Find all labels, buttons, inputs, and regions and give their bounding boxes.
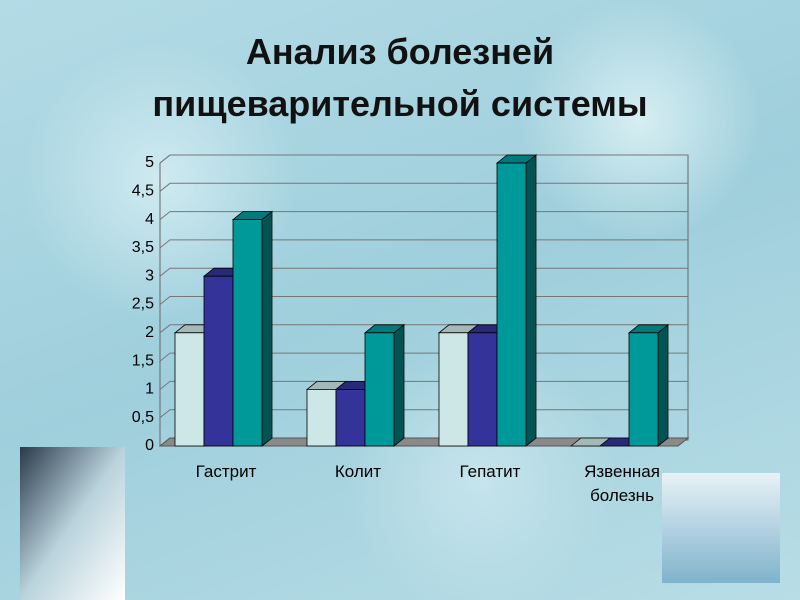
bar [627, 323, 670, 447]
x-tick-label: Колит [334, 462, 382, 481]
bar-face [628, 332, 659, 447]
x-tick-label: Гастрит [195, 462, 257, 481]
y-tick-label: 2 [145, 324, 154, 341]
y-tick-label: 4 [145, 211, 154, 228]
x-tick-label: Язвенная болезнь [584, 462, 660, 505]
bar-face [467, 332, 498, 447]
y-tick-label: 0,5 [132, 409, 154, 426]
y-tick-label: 2,5 [132, 296, 154, 313]
x-tick-label: Гепатит [459, 462, 521, 481]
bar-face [203, 275, 234, 447]
bar-face [657, 323, 669, 447]
y-tick-label: 1 [145, 381, 154, 398]
bar [363, 323, 406, 447]
bar-face [306, 388, 337, 447]
y-tick-label: 4,5 [132, 183, 154, 200]
bar-face [525, 154, 537, 447]
grid-line [159, 154, 688, 164]
bar-face [393, 323, 405, 447]
y-tick-label: 5 [145, 154, 154, 171]
grid-line [159, 182, 688, 192]
bar-face [174, 332, 205, 447]
bar-face [335, 388, 366, 447]
y-tick-label: 1,5 [132, 352, 154, 369]
y-tick-label: 3,5 [132, 239, 154, 256]
y-tick-label: 3 [145, 267, 154, 284]
bar [231, 210, 274, 447]
bar [495, 154, 538, 447]
bar-face [438, 332, 469, 447]
bar-face [364, 332, 395, 447]
chart-title: Анализ болезней пищеварительной системы [152, 31, 648, 124]
bar-face [261, 210, 273, 447]
tap-image [662, 473, 780, 583]
bar-face [496, 162, 527, 447]
bar-face [232, 219, 263, 447]
glass-image [20, 447, 125, 600]
y-tick-label: 0 [145, 437, 154, 454]
